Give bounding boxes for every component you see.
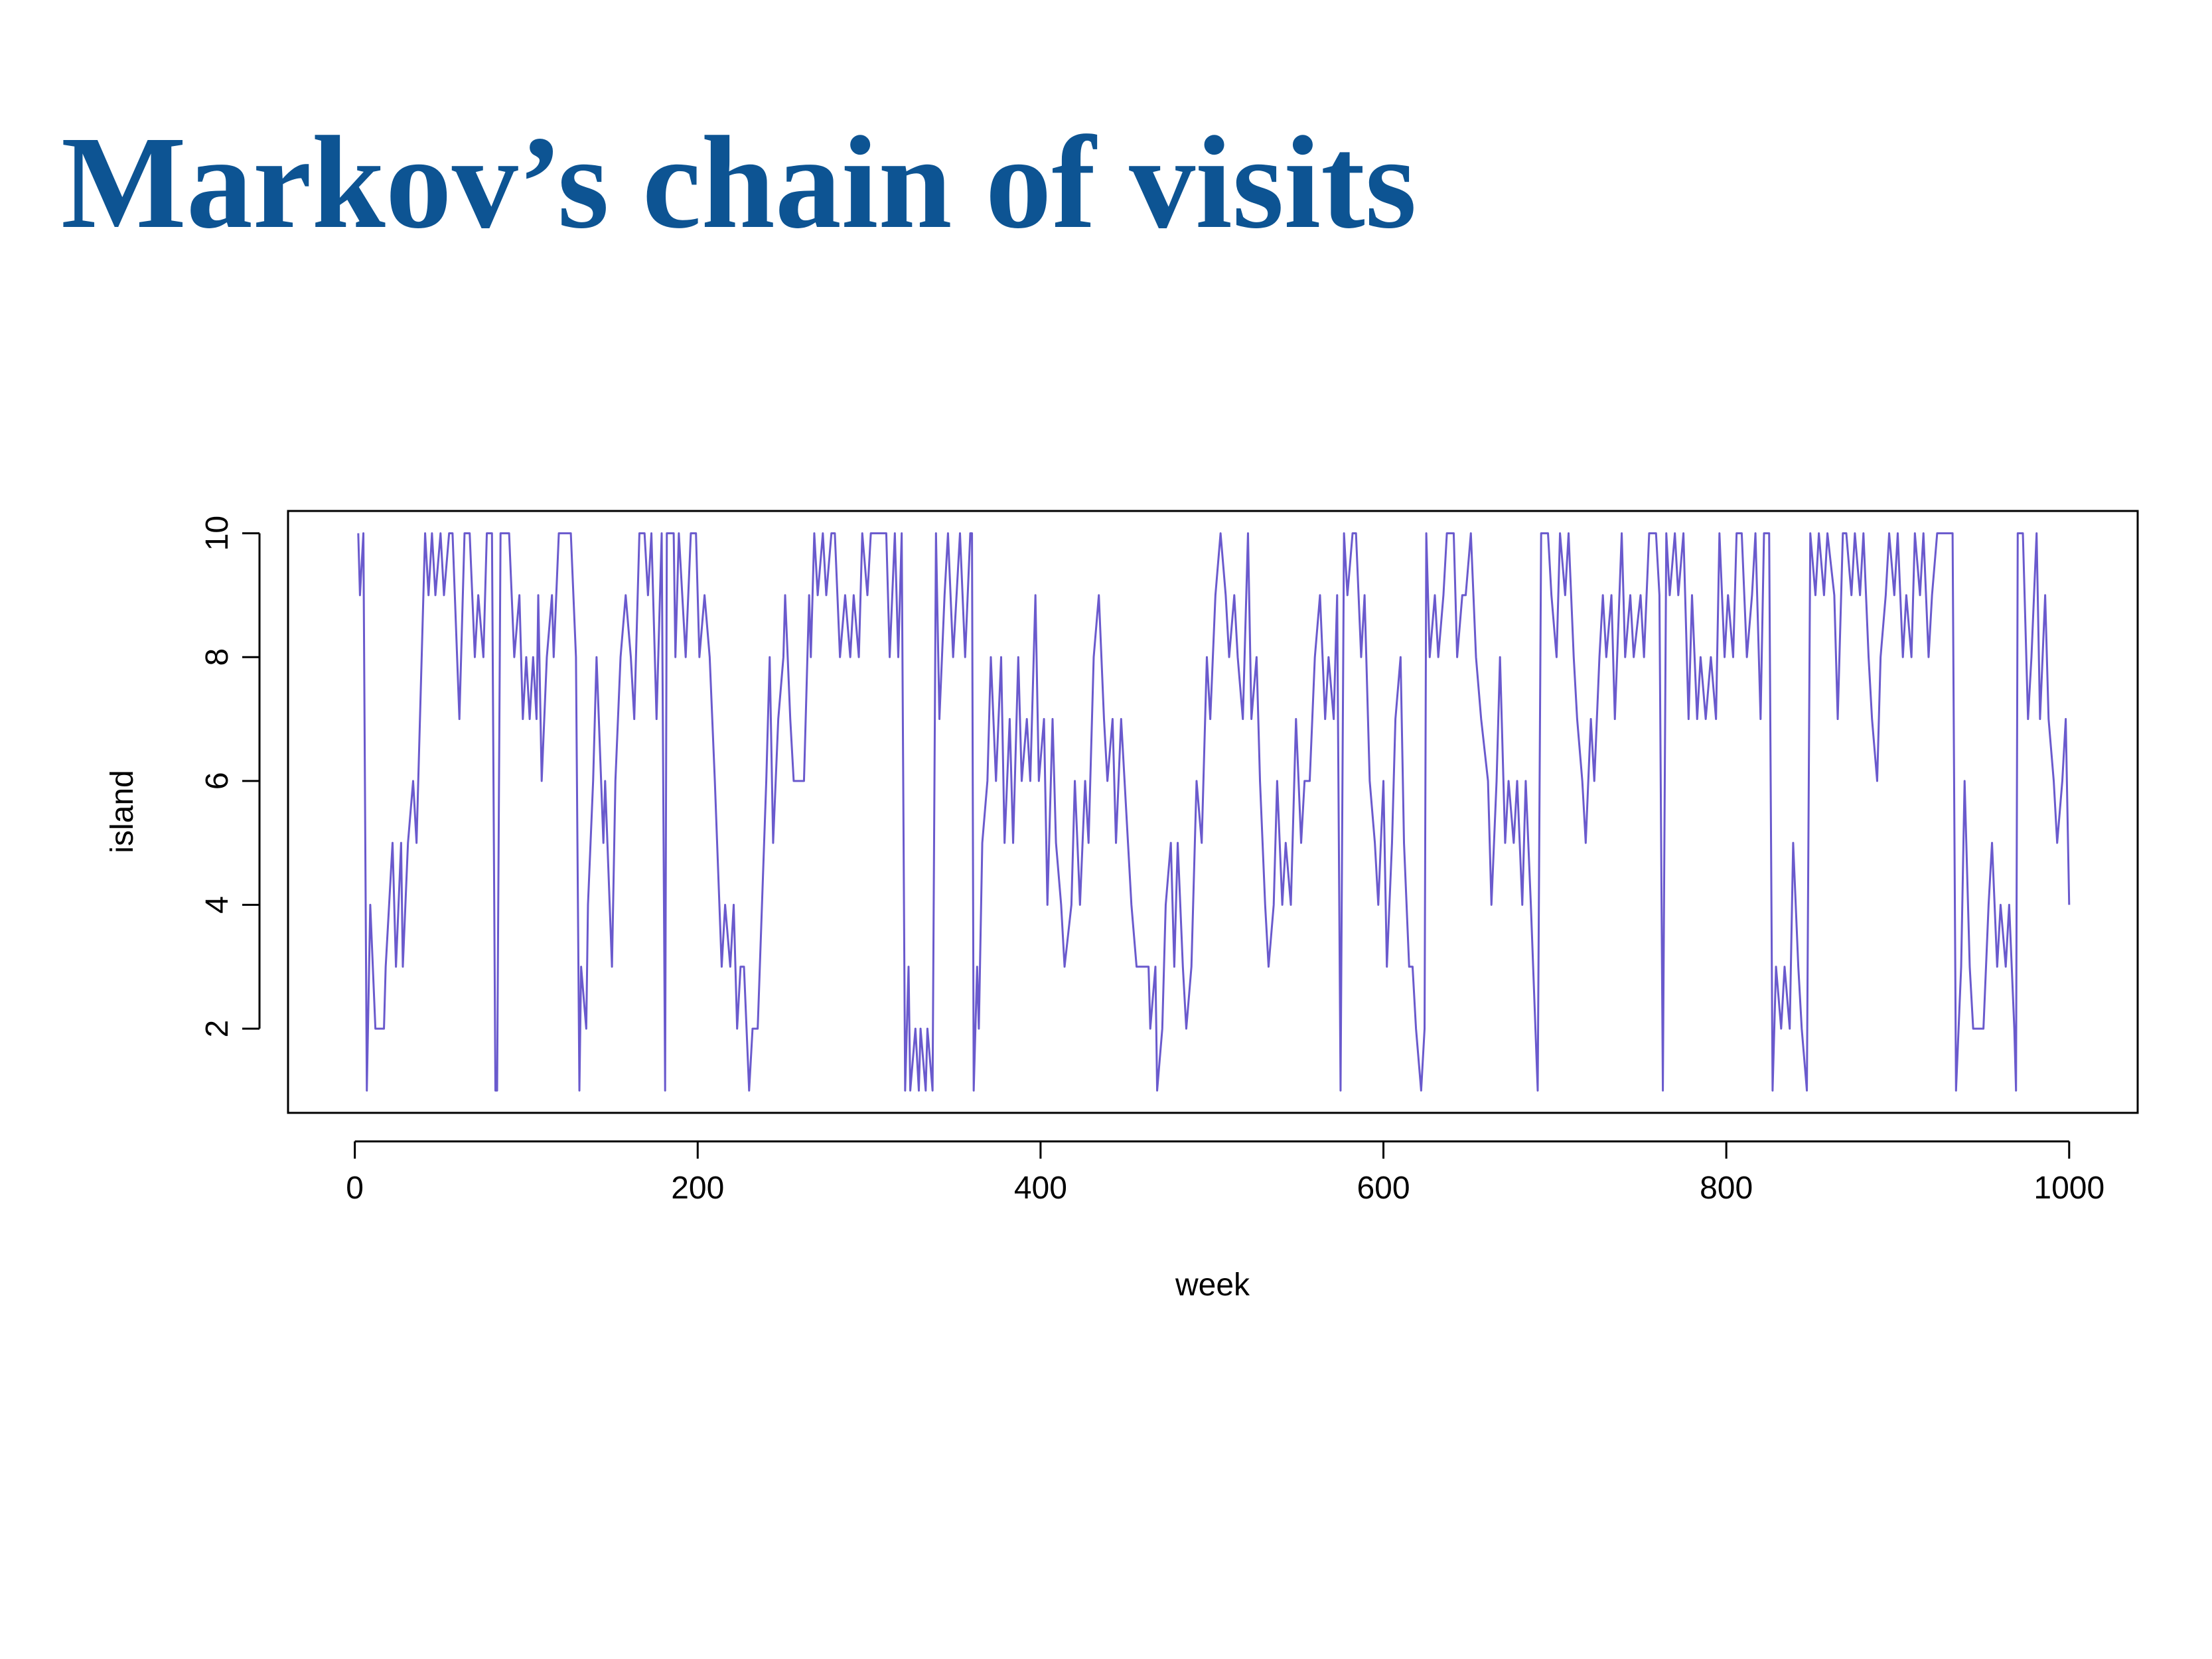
x-tick-label: 400	[1014, 1171, 1067, 1206]
y-tick-label: 2	[200, 1020, 235, 1038]
y-tick-label: 8	[200, 648, 235, 666]
y-tick-label: 6	[200, 772, 235, 790]
slide-title: Markov’s chain of visits	[61, 109, 1417, 256]
x-tick-label: 0	[346, 1171, 364, 1206]
plot-box	[287, 510, 2139, 1114]
y-tick-label: 10	[200, 516, 235, 551]
x-tick-label: 600	[1357, 1171, 1410, 1206]
x-axis-label: week	[1175, 1267, 1250, 1303]
x-tick-label: 200	[671, 1171, 724, 1206]
x-tick-label: 1000	[2033, 1171, 2104, 1206]
x-tick-label: 800	[1700, 1171, 1753, 1206]
data-line	[357, 532, 2071, 1092]
y-axis-label: island	[105, 770, 140, 853]
y-tick-label: 4	[200, 896, 235, 914]
